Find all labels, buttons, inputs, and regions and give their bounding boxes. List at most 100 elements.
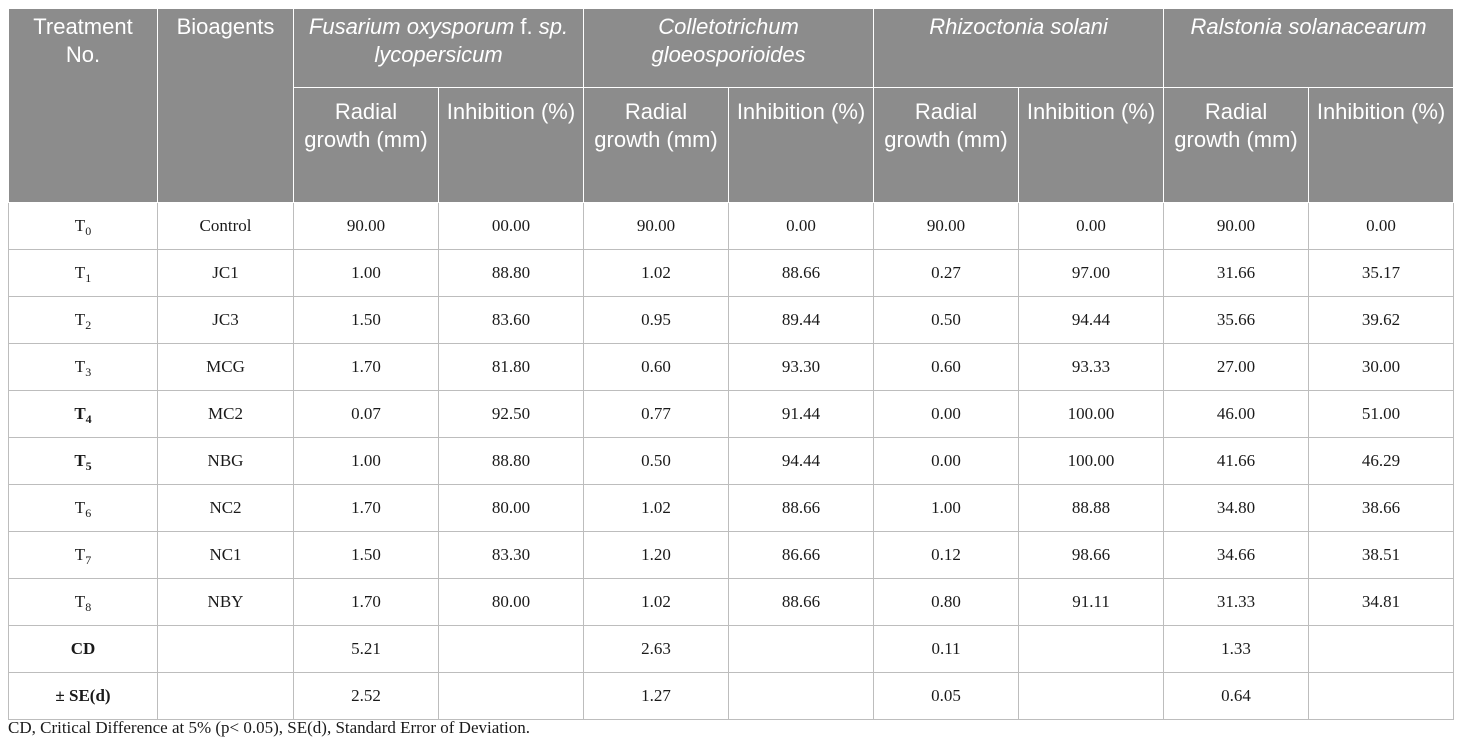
table-row: T2 JC3 1.50 83.60 0.95 89.44 0.50 94.44 35.66 39.… (8, 296, 1455, 344)
treatment-letter: T (74, 545, 86, 564)
inhibition-cell: 34.81 (1308, 578, 1455, 626)
inhibition-cell: 46.29 (1308, 437, 1455, 485)
stats-value-cell (727, 672, 875, 720)
treatment-subscript: 7 (85, 553, 92, 567)
radial-growth-cell: 0.00 (873, 390, 1020, 438)
stats-value-cell: 0.64 (1163, 672, 1310, 720)
bioagent-cell: Control (157, 202, 294, 250)
table-row: T7 NC1 1.50 83.30 1.20 86.66 0.12 98.66 34.66 38.… (8, 531, 1455, 579)
inhibition-cell: 88.66 (727, 484, 875, 532)
stats-value-cell: 2.52 (293, 672, 439, 720)
radial-growth-cell: 0.27 (873, 249, 1020, 297)
treatment-cell: T6 (8, 484, 158, 532)
inhibition-cell: 97.00 (1018, 249, 1165, 297)
treatment-subscript: 6 (85, 506, 92, 520)
inhibition-cell: 91.44 (727, 390, 875, 438)
radial-growth-cell: 0.07 (293, 390, 439, 438)
bioagent-cell: NC2 (157, 484, 294, 532)
radial-growth-cell: 34.66 (1163, 531, 1310, 579)
bioagent-cell: MCG (157, 343, 294, 391)
radial-growth-cell: 34.80 (1163, 484, 1310, 532)
bioagent-cell: JC1 (157, 249, 294, 297)
header-rhizoctonia: Rhizoctonia solani (873, 8, 1165, 88)
treatment-cell: T3 (8, 343, 158, 391)
stats-value-cell (1308, 672, 1455, 720)
header-radial-growth: Radial growth (mm) (293, 87, 439, 203)
table-header: Treatment No. Bioagents Fusarium oxyspor… (8, 8, 1455, 203)
inhibition-cell: 98.66 (1018, 531, 1165, 579)
treatment-cell: T7 (8, 531, 158, 579)
radial-growth-cell: 41.66 (1163, 437, 1310, 485)
inhibition-cell: 0.00 (1018, 202, 1165, 250)
inhibition-cell: 0.00 (1308, 202, 1455, 250)
inhibition-cell: 88.88 (1018, 484, 1165, 532)
stats-value-cell: 2.63 (583, 625, 729, 673)
header-inhibition: Inhibition (%) (1018, 87, 1165, 203)
inhibition-cell: 89.44 (727, 296, 875, 344)
inhibition-cell: 80.00 (438, 578, 584, 626)
inhibition-cell: 93.33 (1018, 343, 1165, 391)
treatment-letter: T (74, 404, 86, 423)
bioagent-cell: JC3 (157, 296, 294, 344)
treatment-cell: T4 (8, 390, 158, 438)
inhibition-cell: 83.60 (438, 296, 584, 344)
treatment-letter: T (74, 357, 86, 376)
header-ralstonia: Ralstonia solanacearum (1163, 8, 1455, 88)
radial-growth-cell: 1.02 (583, 484, 729, 532)
stats-value-cell (1018, 625, 1165, 673)
treatment-cell: T5 (8, 437, 158, 485)
treatment-cell: T2 (8, 296, 158, 344)
treatment-letter: T (74, 592, 86, 611)
inhibition-cell: 88.80 (438, 437, 584, 485)
organism-suffix: f. (514, 14, 533, 39)
stats-row: ± SE(d) 2.52 1.27 0.05 0.64 (8, 672, 1455, 720)
treatment-cell: T8 (8, 578, 158, 626)
header-inhibition: Inhibition (%) (1308, 87, 1455, 203)
header-inhibition: Inhibition (%) (727, 87, 875, 203)
header-fusarium: Fusarium oxysporum f. sp. lycopersicum (293, 8, 584, 88)
radial-growth-cell: 90.00 (1163, 202, 1310, 250)
treatment-cell: T1 (8, 249, 158, 297)
header-inhibition: Inhibition (%) (438, 87, 584, 203)
table-body: T0 Control 90.00 00.00 90.00 0.00 90.00 0.00 90.… (8, 202, 1455, 720)
table-footnote: CD, Critical Difference at 5% (p< 0.05),… (8, 718, 530, 737)
stats-value-cell (1308, 625, 1455, 673)
stats-value-cell: 5.21 (293, 625, 439, 673)
inhibition-cell: 88.66 (727, 249, 875, 297)
radial-growth-cell: 27.00 (1163, 343, 1310, 391)
stats-value-cell (438, 672, 584, 720)
radial-growth-cell: 1.00 (293, 437, 439, 485)
header-bioagents: Bioagents (157, 8, 294, 203)
bioagent-cell: MC2 (157, 390, 294, 438)
header-radial-growth: Radial growth (mm) (873, 87, 1020, 203)
treatment-subscript: 8 (85, 600, 92, 614)
stats-label-cell: CD (8, 625, 158, 673)
radial-growth-cell: 0.95 (583, 296, 729, 344)
inhibition-cell: 38.51 (1308, 531, 1455, 579)
radial-growth-cell: 1.02 (583, 578, 729, 626)
stats-value-cell: 1.27 (583, 672, 729, 720)
treatment-subscript: 0 (85, 224, 92, 238)
inhibition-cell: 39.62 (1308, 296, 1455, 344)
stats-value-cell (438, 625, 584, 673)
radial-growth-cell: 1.00 (293, 249, 439, 297)
table-row: T5 NBG 1.00 88.80 0.50 94.44 0.00 100.00 41.66 46… (8, 437, 1455, 485)
radial-growth-cell: 0.77 (583, 390, 729, 438)
radial-growth-cell: 1.20 (583, 531, 729, 579)
treatment-letter: T (74, 216, 86, 235)
radial-growth-cell: 35.66 (1163, 296, 1310, 344)
radial-growth-cell: 0.60 (583, 343, 729, 391)
radial-growth-cell: 1.00 (873, 484, 1020, 532)
table-row: T4 MC2 0.07 92.50 0.77 91.44 0.00 100.00 46.00 51… (8, 390, 1455, 438)
stats-value-cell: 0.11 (873, 625, 1020, 673)
stats-value-cell (1018, 672, 1165, 720)
radial-growth-cell: 1.50 (293, 531, 439, 579)
stats-value-cell: 1.33 (1163, 625, 1310, 673)
radial-growth-cell: 0.00 (873, 437, 1020, 485)
radial-growth-cell: 90.00 (873, 202, 1020, 250)
empty-cell (157, 625, 294, 673)
radial-growth-cell: 1.02 (583, 249, 729, 297)
bioagent-cell: NC1 (157, 531, 294, 579)
inhibition-cell: 81.80 (438, 343, 584, 391)
header-treatment-no: Treatment No. (8, 8, 158, 203)
